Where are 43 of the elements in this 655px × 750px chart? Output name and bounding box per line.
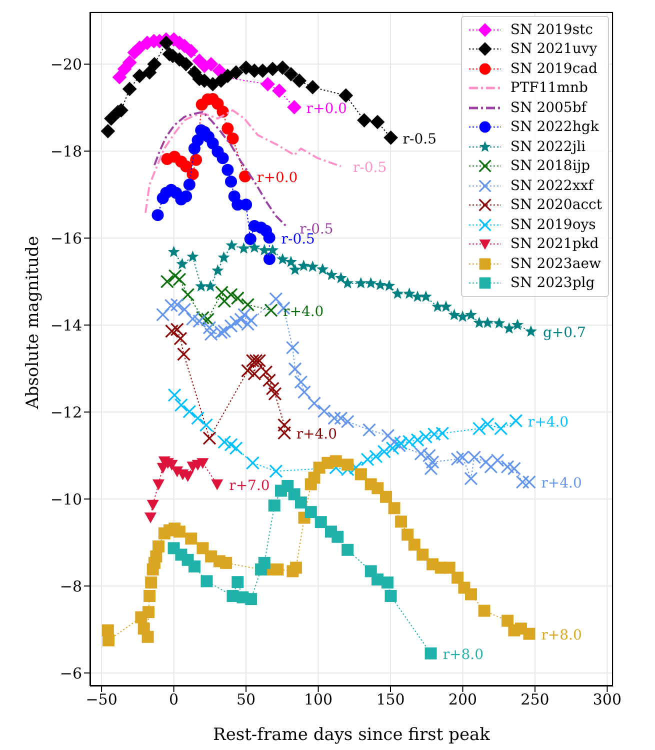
legend-label: SN 2005bf [510, 100, 586, 116]
x-tick-label: 100 [304, 690, 333, 709]
annotation: r+4.0 [296, 426, 338, 443]
legend-label: SN 2021uvy [510, 41, 598, 58]
legend-label: SN 2020acct [510, 197, 602, 214]
y-tick-label: −6 [60, 664, 82, 682]
y-tick-label: −14 [50, 316, 82, 334]
annotation: r+8.0 [442, 647, 484, 664]
legend-label: SN 2022xxf [510, 178, 594, 194]
y-tick-label: −16 [50, 229, 82, 248]
y-tick-label: −12 [50, 403, 82, 422]
y-axis-title: Absolute magnitude [23, 236, 44, 410]
x-tick-label: 0 [169, 690, 179, 709]
x-tick-label: 50 [236, 690, 256, 709]
x-tick-label: 250 [520, 690, 550, 709]
legend-label: SN 2019stc [510, 22, 593, 38]
x-tick-label: −50 [86, 690, 118, 709]
annotation: r+8.0 [541, 627, 582, 644]
legend-label: SN 2019cad [510, 60, 598, 77]
annotation: r+7.0 [229, 478, 270, 494]
y-tick-label: −18 [50, 142, 82, 160]
y-tick-label: −10 [50, 490, 82, 508]
legend-label: SN 2018ijp [510, 158, 590, 174]
annotation: r+0.0 [306, 100, 347, 117]
legend-label: SN 2022hgk [510, 119, 599, 136]
legend-label: SN 2019oys [510, 216, 596, 233]
y-tick-label: −8 [60, 577, 82, 596]
annotation: g+0.7 [542, 325, 586, 342]
annotation: r+0.0 [257, 170, 298, 186]
annotation: r+4.0 [528, 414, 569, 430]
legend-label: SN 2021pkd [510, 236, 599, 252]
legend-label: SN 2022jli [510, 138, 586, 155]
legend-label: SN 2023aew [510, 256, 601, 272]
x-tick-label: 200 [448, 690, 478, 709]
legend-label: SN 2023plg [510, 275, 595, 292]
annotation: r-0.5 [352, 160, 387, 176]
y-tick-label: −20 [50, 56, 82, 74]
x-axis-title: Rest-frame days since first peak [213, 725, 491, 745]
x-tick-label: 300 [592, 690, 622, 709]
annotation: r-0.5 [402, 131, 436, 148]
annotation: r+4.0 [541, 476, 582, 492]
x-tick-label: 150 [376, 690, 405, 709]
legend-label: PTF11mnb [510, 80, 588, 96]
